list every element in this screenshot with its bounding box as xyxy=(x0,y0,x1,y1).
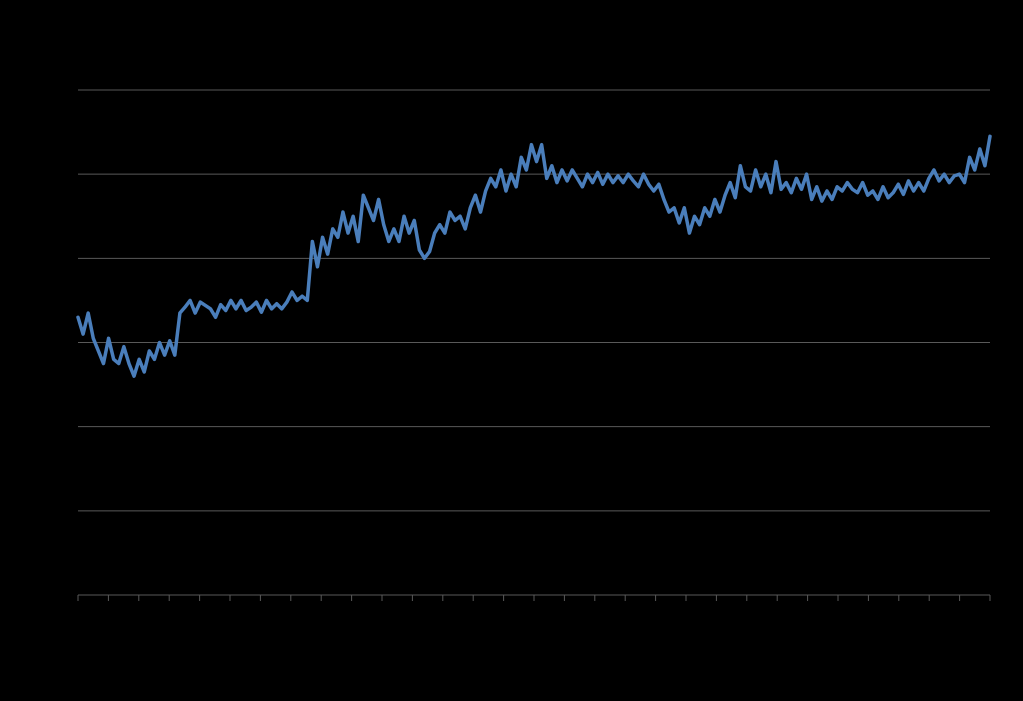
line-chart xyxy=(0,0,1023,701)
chart-svg xyxy=(0,0,1023,701)
